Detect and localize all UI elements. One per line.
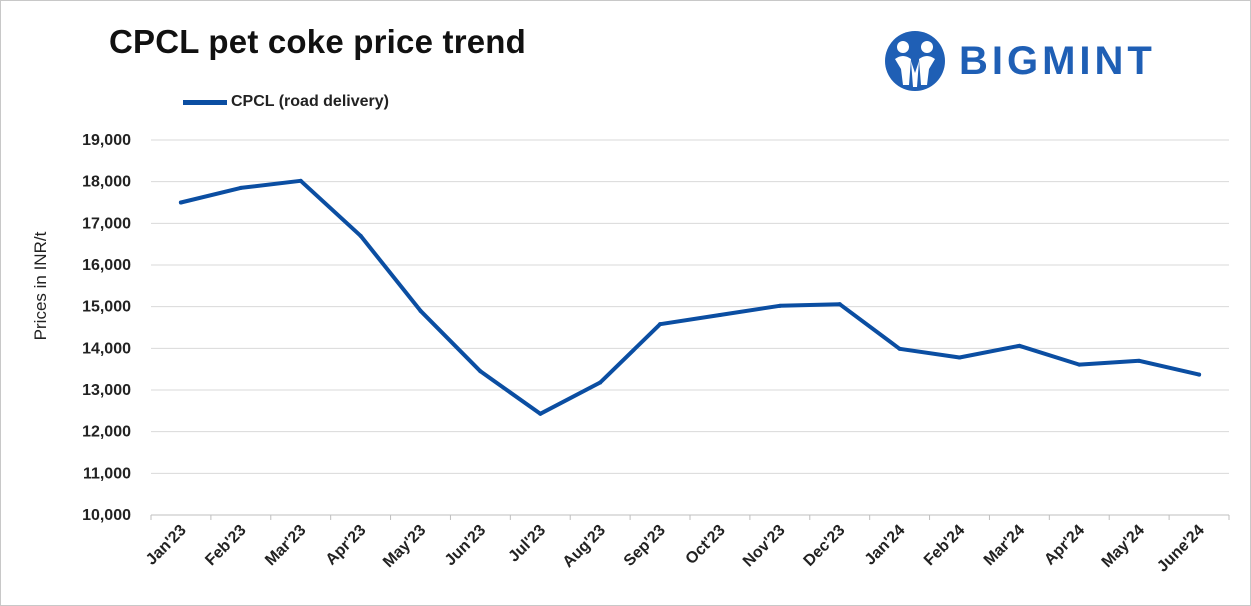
data-point	[1077, 362, 1082, 367]
x-tick-label: June'24	[1154, 522, 1208, 576]
x-tick-label: Mar'23	[262, 522, 309, 569]
y-tick-label: 16,000	[82, 257, 131, 274]
data-point	[717, 313, 722, 317]
y-tick-label: 11,000	[83, 465, 131, 482]
data-point	[238, 185, 243, 190]
data-point	[538, 411, 543, 416]
x-tick-label: Sep'23	[621, 522, 669, 570]
data-point	[777, 303, 782, 308]
x-tick-label: Dec'23	[801, 522, 849, 570]
data-point	[957, 355, 962, 360]
x-tick-label: Oct'23	[683, 522, 729, 568]
x-tick-label: Jul'23	[505, 522, 549, 566]
chart-title: CPCL pet coke price trend	[109, 23, 527, 60]
x-tick-label: Aug'23	[560, 522, 609, 571]
x-tick-label: Apr'24	[1041, 522, 1088, 569]
legend: CPCL (road delivery)	[183, 93, 389, 111]
data-point	[658, 322, 663, 327]
data-point	[298, 178, 303, 183]
y-tick-label: 17,000	[82, 215, 131, 232]
legend-label: CPCL (road delivery)	[231, 93, 389, 110]
data-point	[358, 233, 363, 238]
x-tick-label: Apr'23	[323, 522, 370, 569]
legend-swatch	[183, 99, 227, 105]
brand-name: BIGMINT	[959, 39, 1156, 83]
x-tick-label: Jan'23	[143, 522, 190, 569]
y-tick-label: 18,000	[82, 174, 131, 191]
x-tick-label: Jan'24	[862, 522, 909, 569]
x-tick-label: May'24	[1099, 522, 1148, 571]
x-tick-label: Feb'23	[202, 522, 249, 569]
x-tick-label: Jun'23	[442, 522, 489, 569]
y-tick-label: 15,000	[82, 299, 131, 316]
data-point	[598, 380, 603, 385]
x-tick-label: Nov'23	[740, 522, 789, 571]
y-tick-label: 19,000	[82, 132, 131, 149]
data-point	[1017, 343, 1022, 348]
y-tick-label: 12,000	[82, 424, 131, 441]
data-point	[897, 346, 902, 351]
y-tick-label: 14,000	[82, 340, 131, 357]
y-tick-label: 13,000	[82, 382, 131, 399]
x-tick-label: Feb'24	[921, 522, 968, 569]
data-point	[1197, 372, 1202, 377]
data-point	[478, 369, 483, 374]
x-tick-label: Mar'24	[981, 522, 1028, 569]
bigmint-logo-icon	[885, 31, 945, 91]
data-point	[1137, 358, 1142, 363]
data-point	[178, 200, 183, 205]
x-tick-label: May'23	[380, 522, 429, 571]
bigmint-logo: BIGMINT	[883, 25, 1193, 97]
data-point	[837, 302, 842, 307]
y-tick-label: 10,000	[82, 507, 131, 524]
series-line	[178, 178, 1202, 416]
data-point	[418, 308, 423, 313]
